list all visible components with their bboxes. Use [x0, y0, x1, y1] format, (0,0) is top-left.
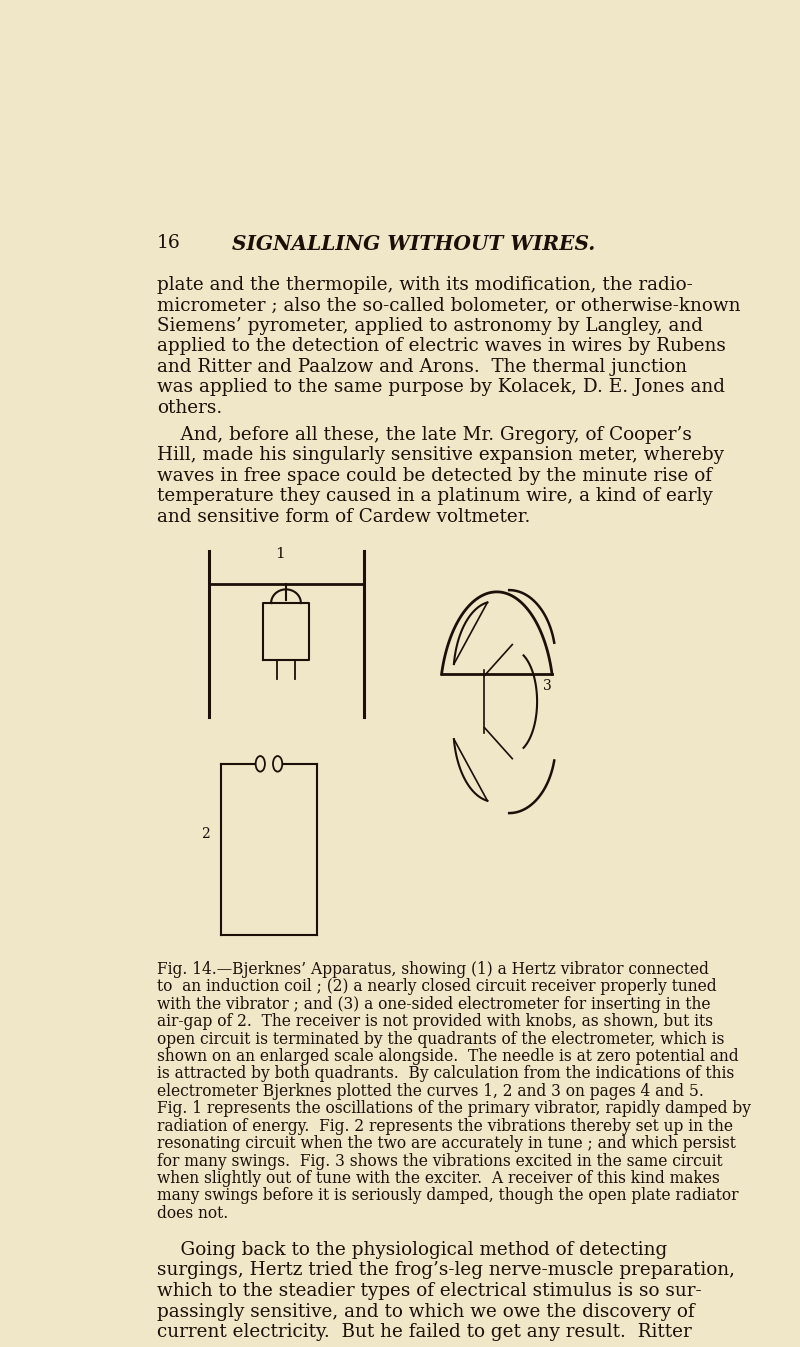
Text: to  an induction coil ; (2) a nearly closed circuit receiver properly tuned: to an induction coil ; (2) a nearly clos…	[157, 978, 717, 995]
Text: for many swings.  Fig. 3 shows the vibrations excited in the same circuit: for many swings. Fig. 3 shows the vibrat…	[157, 1153, 722, 1169]
Text: applied to the detection of electric waves in wires by Rubens: applied to the detection of electric wav…	[157, 337, 726, 356]
Text: Hill, made his singularly sensitive expansion meter, whereby: Hill, made his singularly sensitive expa…	[157, 446, 724, 465]
Text: micrometer ; also the so-called bolometer, or otherwise-known: micrometer ; also the so-called bolomete…	[157, 296, 741, 314]
Text: air-gap of 2.  The receiver is not provided with knobs, as shown, but its: air-gap of 2. The receiver is not provid…	[157, 1013, 713, 1030]
Text: and sensitive form of Cardew voltmeter.: and sensitive form of Cardew voltmeter.	[157, 508, 530, 525]
Text: open circuit is terminated by the quadrants of the electrometer, which is: open circuit is terminated by the quadra…	[157, 1030, 725, 1048]
Text: surgings, Hertz tried the frog’s-leg nerve-muscle preparation,: surgings, Hertz tried the frog’s-leg ner…	[157, 1262, 735, 1280]
Text: Fig. 14.—Bjerknes’ Apparatus, showing (1) a Hertz vibrator connected: Fig. 14.—Bjerknes’ Apparatus, showing (1…	[157, 960, 709, 978]
Text: 2: 2	[201, 827, 210, 841]
Text: current electricity.  But he failed to get any result.  Ritter: current electricity. But he failed to ge…	[157, 1323, 692, 1342]
Text: resonating circuit when the two are accurately in tune ; and which persist: resonating circuit when the two are accu…	[157, 1136, 736, 1152]
Text: And, before all these, the late Mr. Gregory, of Cooper’s: And, before all these, the late Mr. Greg…	[157, 426, 692, 443]
Text: does not.: does not.	[157, 1204, 228, 1222]
Text: shown on an enlarged scale alongside.  The needle is at zero potential and: shown on an enlarged scale alongside. Th…	[157, 1048, 738, 1065]
Text: and Ritter and Paalzow and Arons.  The thermal junction: and Ritter and Paalzow and Arons. The th…	[157, 358, 687, 376]
Text: Going back to the physiological method of detecting: Going back to the physiological method o…	[157, 1241, 667, 1259]
Text: which to the steadier types of electrical stimulus is so sur-: which to the steadier types of electrica…	[157, 1282, 702, 1300]
Text: when slightly out of tune with the exciter.  A receiver of this kind makes: when slightly out of tune with the excit…	[157, 1171, 720, 1187]
Text: others.: others.	[157, 399, 222, 418]
Text: SIGNALLING WITHOUT WIRES.: SIGNALLING WITHOUT WIRES.	[232, 234, 595, 255]
Text: Siemens’ pyrometer, applied to astronomy by Langley, and: Siemens’ pyrometer, applied to astronomy…	[157, 317, 703, 335]
Text: passingly sensitive, and to which we owe the discovery of: passingly sensitive, and to which we owe…	[157, 1303, 694, 1320]
Text: plate and the thermopile, with its modification, the radio-: plate and the thermopile, with its modif…	[157, 276, 693, 294]
Text: was applied to the same purpose by Kolacek, D. E. Jones and: was applied to the same purpose by Kolac…	[157, 379, 725, 396]
Text: waves in free space could be detected by the minute rise of: waves in free space could be detected by…	[157, 467, 712, 485]
Text: 1: 1	[275, 547, 285, 562]
Text: Fig. 1 represents the oscillations of the primary vibrator, rapidly damped by: Fig. 1 represents the oscillations of th…	[157, 1100, 751, 1117]
Text: 3: 3	[543, 679, 552, 694]
Text: radiation of energy.  Fig. 2 represents the vibrations thereby set up in the: radiation of energy. Fig. 2 represents t…	[157, 1118, 733, 1134]
Text: electrometer Bjerknes plotted the curves 1, 2 and 3 on pages 4 and 5.: electrometer Bjerknes plotted the curves…	[157, 1083, 704, 1100]
Text: temperature they caused in a platinum wire, a kind of early: temperature they caused in a platinum wi…	[157, 488, 713, 505]
Text: with the vibrator ; and (3) a one-sided electrometer for inserting in the: with the vibrator ; and (3) a one-sided …	[157, 995, 710, 1013]
Text: many swings before it is seriously damped, though the open plate radiator: many swings before it is seriously dampe…	[157, 1188, 738, 1204]
Text: is attracted by both quadrants.  By calculation from the indications of this: is attracted by both quadrants. By calcu…	[157, 1065, 734, 1083]
Text: 16: 16	[157, 234, 181, 252]
